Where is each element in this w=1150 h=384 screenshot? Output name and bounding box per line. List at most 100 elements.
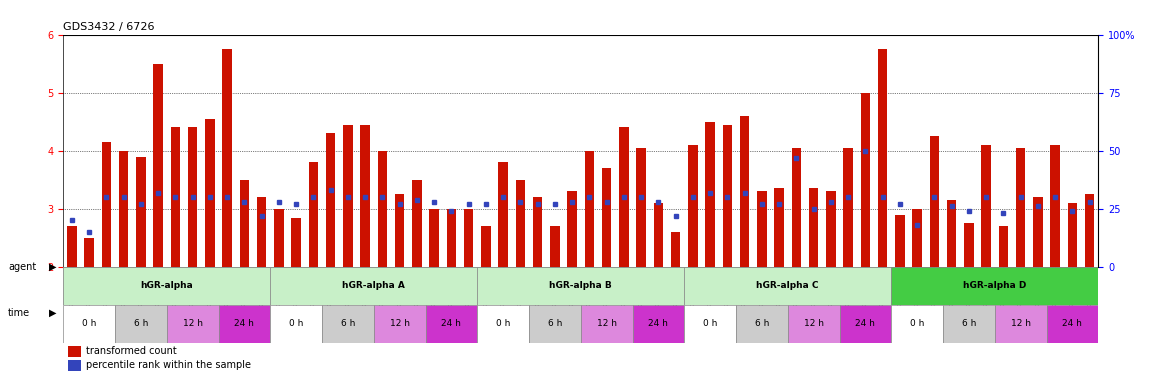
- Text: 24 h: 24 h: [1063, 319, 1082, 328]
- Text: 12 h: 12 h: [597, 319, 616, 328]
- Bar: [632, 305, 684, 343]
- Bar: [619, 127, 629, 267]
- Text: hGR-alpha B: hGR-alpha B: [550, 281, 612, 290]
- Text: 12 h: 12 h: [183, 319, 202, 328]
- Bar: [688, 145, 698, 267]
- Text: ▶: ▶: [49, 308, 58, 318]
- Bar: [429, 209, 439, 267]
- Bar: [136, 157, 146, 267]
- Bar: [826, 191, 836, 267]
- Bar: [360, 124, 370, 267]
- Bar: [601, 168, 612, 267]
- Bar: [964, 223, 974, 267]
- Bar: [426, 305, 477, 343]
- Bar: [69, 360, 81, 371]
- Text: 12 h: 12 h: [804, 319, 823, 328]
- Bar: [670, 232, 681, 267]
- Text: transformed count: transformed count: [86, 346, 177, 356]
- Text: 24 h: 24 h: [649, 319, 668, 328]
- Bar: [653, 203, 664, 267]
- Bar: [788, 305, 840, 343]
- Bar: [1046, 305, 1098, 343]
- Bar: [325, 133, 336, 267]
- Text: agent: agent: [8, 262, 37, 272]
- Bar: [115, 305, 167, 343]
- Bar: [946, 200, 957, 267]
- Bar: [808, 189, 819, 267]
- Bar: [270, 305, 322, 343]
- Text: 0 h: 0 h: [703, 319, 718, 328]
- Text: 6 h: 6 h: [133, 319, 148, 328]
- Bar: [998, 226, 1009, 267]
- Bar: [69, 346, 81, 357]
- Text: hGR-alpha C: hGR-alpha C: [757, 281, 819, 290]
- Text: 0 h: 0 h: [910, 319, 925, 328]
- Bar: [463, 209, 474, 267]
- Bar: [791, 148, 802, 267]
- Bar: [481, 226, 491, 267]
- Text: 0 h: 0 h: [289, 319, 304, 328]
- Bar: [167, 305, 218, 343]
- Bar: [63, 267, 270, 305]
- Bar: [377, 151, 388, 267]
- Bar: [218, 305, 270, 343]
- Bar: [995, 305, 1046, 343]
- Text: 6 h: 6 h: [340, 319, 355, 328]
- Bar: [860, 93, 871, 267]
- Bar: [270, 267, 477, 305]
- Text: hGR-alpha A: hGR-alpha A: [343, 281, 405, 290]
- Bar: [636, 148, 646, 267]
- Bar: [943, 305, 995, 343]
- Bar: [739, 116, 750, 267]
- Bar: [1050, 145, 1060, 267]
- Bar: [722, 124, 733, 267]
- Bar: [374, 305, 426, 343]
- Bar: [736, 305, 788, 343]
- Text: time: time: [8, 308, 30, 318]
- Bar: [274, 209, 284, 267]
- Text: GDS3432 / 6726: GDS3432 / 6726: [63, 22, 155, 32]
- Bar: [567, 191, 577, 267]
- Text: 6 h: 6 h: [754, 319, 769, 328]
- Bar: [205, 119, 215, 267]
- Bar: [394, 194, 405, 267]
- Text: 24 h: 24 h: [856, 319, 875, 328]
- Bar: [581, 305, 632, 343]
- Bar: [891, 267, 1098, 305]
- Bar: [532, 197, 543, 267]
- Bar: [477, 267, 684, 305]
- Bar: [84, 238, 94, 267]
- Bar: [187, 127, 198, 267]
- Text: 0 h: 0 h: [496, 319, 511, 328]
- Text: hGR-alpha D: hGR-alpha D: [963, 281, 1027, 290]
- Bar: [684, 305, 736, 343]
- Bar: [684, 267, 891, 305]
- Bar: [550, 226, 560, 267]
- Text: hGR-alpha: hGR-alpha: [140, 281, 193, 290]
- Bar: [412, 180, 422, 267]
- Bar: [291, 217, 301, 267]
- Bar: [529, 305, 581, 343]
- Bar: [843, 148, 853, 267]
- Bar: [1015, 148, 1026, 267]
- Bar: [101, 142, 112, 267]
- Bar: [1067, 203, 1078, 267]
- Bar: [67, 226, 77, 267]
- Text: 12 h: 12 h: [1011, 319, 1030, 328]
- Bar: [774, 189, 784, 267]
- Bar: [981, 145, 991, 267]
- Bar: [895, 215, 905, 267]
- Text: 24 h: 24 h: [235, 319, 254, 328]
- Text: ▶: ▶: [49, 262, 58, 272]
- Bar: [170, 127, 181, 267]
- Bar: [118, 151, 129, 267]
- Text: 6 h: 6 h: [961, 319, 976, 328]
- Bar: [877, 49, 888, 267]
- Text: 6 h: 6 h: [547, 319, 562, 328]
- Bar: [63, 305, 115, 343]
- Bar: [322, 305, 374, 343]
- Bar: [912, 209, 922, 267]
- Bar: [1084, 194, 1095, 267]
- Text: 0 h: 0 h: [82, 319, 97, 328]
- Text: 12 h: 12 h: [390, 319, 409, 328]
